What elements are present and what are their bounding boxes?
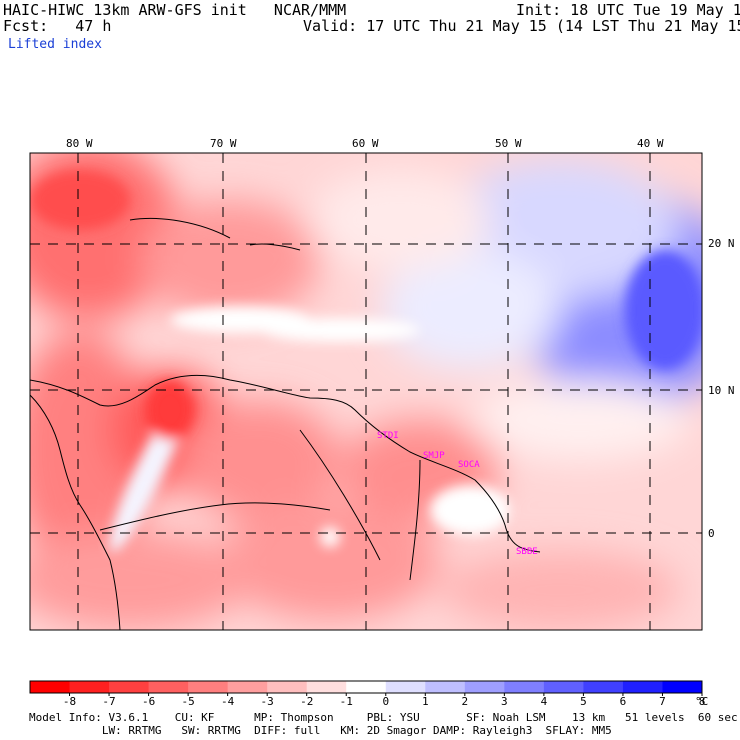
model-info-line-2: LW: RRTMG SW: RRTMG DIFF: full KM: 2D Sm… — [29, 724, 612, 737]
colorbar-tick-label: -5 — [181, 695, 195, 708]
lon-label-40w: 40 W — [637, 137, 664, 150]
colorbar-tick-label: -8 — [62, 695, 77, 708]
lat-label-equator: 0 — [708, 527, 715, 540]
colorbar-swatch — [148, 681, 189, 693]
colorbar-swatch — [622, 681, 663, 693]
colorbar-swatch — [306, 681, 347, 693]
colorbar-swatch — [30, 681, 71, 693]
lat-label-20n: 20 N — [708, 237, 735, 250]
station-label: SBBE — [516, 547, 538, 557]
field-name: Lifted index — [8, 37, 102, 52]
station-label: SOCA — [458, 460, 480, 470]
valid-time: Valid: 17 UTC Thu 21 May 15 (14 LST Thu … — [303, 17, 740, 35]
colorbar-tick-label: -7 — [102, 695, 116, 708]
lon-label-50w: 50 W — [495, 137, 522, 150]
colorbar-tick-label: 8 — [698, 695, 706, 708]
colorbar — [29, 680, 703, 696]
station-label: SMJP — [423, 451, 445, 461]
init-time: Init: 18 UTC Tue 19 May 15 — [516, 1, 740, 19]
colorbar-swatch — [346, 681, 387, 693]
colorbar-tick-label: 1 — [421, 695, 429, 708]
colorbar-frame — [29, 680, 703, 694]
colorbar-swatch — [385, 681, 426, 693]
colorbar-swatch — [227, 681, 268, 693]
colorbar-tick-label: 6 — [619, 695, 627, 708]
colorbar-unit: °C — [695, 695, 709, 708]
forecast-hour: Fcst: 47 h — [3, 17, 112, 35]
colorbar-swatch — [188, 681, 229, 693]
colorbar-swatch — [543, 681, 584, 693]
coastlines — [30, 217, 541, 630]
colorbar-swatch — [69, 681, 110, 693]
station-label: STDI — [377, 431, 399, 441]
lifted-index-field — [30, 153, 702, 630]
colorbar-tick-label: 7 — [659, 695, 666, 708]
lon-label-60w: 60 W — [352, 137, 379, 150]
colorbar-swatch — [464, 681, 505, 693]
map-frame — [29, 152, 703, 631]
colorbar-tick-label: 2 — [461, 695, 469, 708]
colorbar-swatch — [583, 681, 624, 693]
colorbar-swatch — [109, 681, 150, 693]
colorbar-tick-label: 0 — [382, 695, 390, 708]
colorbar-tick-label: -3 — [260, 695, 274, 708]
colorbar-tick-label: -4 — [221, 695, 235, 708]
model-info-line-1: Model Info: V3.6.1 CU: KF MP: Thompson P… — [29, 711, 738, 724]
colorbar-tick-label: 5 — [580, 695, 587, 708]
model-title: HAIC-HIWC 13km ARW-GFS init NCAR/MMM — [3, 1, 347, 19]
colorbar-swatch — [267, 681, 308, 693]
lon-label-70w: 70 W — [210, 137, 237, 150]
lon-label-80w: 80 W — [66, 137, 93, 150]
colorbar-swatch — [425, 681, 466, 693]
lat-label-10n: 10 N — [708, 384, 735, 397]
colorbar-swatch — [662, 681, 703, 693]
colorbar-swatch — [504, 681, 545, 693]
colorbar-tick-label: 3 — [501, 695, 508, 708]
graticule — [30, 153, 702, 630]
colorbar-tick-label: 4 — [540, 695, 548, 708]
colorbar-tick-label: -6 — [141, 695, 156, 708]
colorbar-tick-label: -1 — [339, 695, 353, 708]
colorbar-tick-label: -2 — [300, 695, 314, 708]
